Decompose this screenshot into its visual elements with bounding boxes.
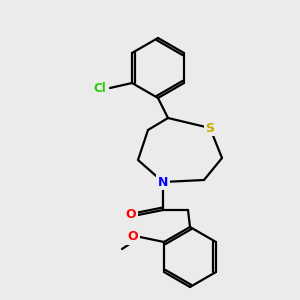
Text: O: O [126,208,136,221]
Text: N: N [158,176,168,188]
Text: O: O [128,230,138,244]
Text: Cl: Cl [94,82,106,94]
Text: S: S [206,122,214,134]
